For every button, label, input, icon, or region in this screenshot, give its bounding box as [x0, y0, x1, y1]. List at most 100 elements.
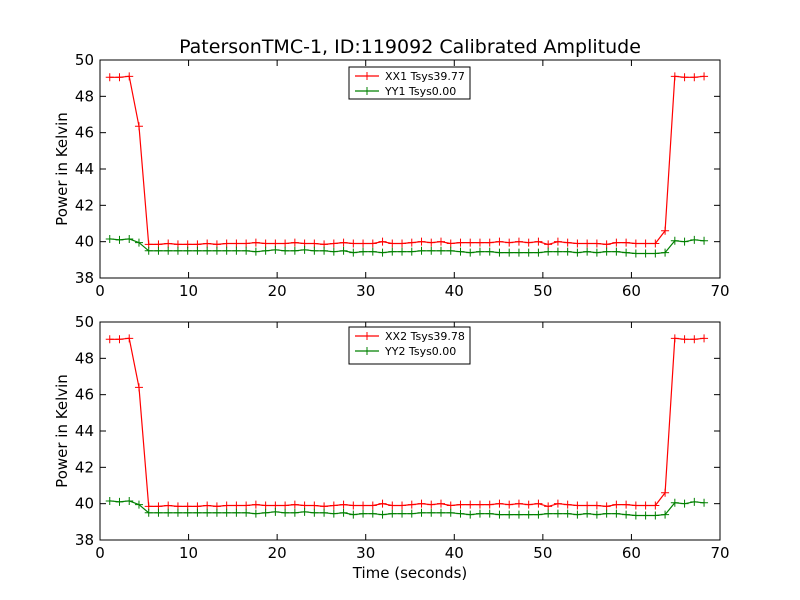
data-point	[661, 488, 670, 497]
x-tick-label: 20	[268, 544, 287, 562]
data-point	[134, 383, 143, 392]
data-point	[631, 511, 640, 520]
legend-label: YY1 Tsys0.00	[384, 85, 456, 98]
data-point	[115, 73, 124, 82]
data-point	[164, 508, 173, 517]
data-point	[651, 501, 660, 510]
data-point	[329, 247, 338, 256]
data-point	[407, 509, 416, 518]
legend-marker	[363, 332, 371, 340]
data-point	[631, 501, 640, 510]
data-point	[592, 248, 601, 257]
data-point	[534, 510, 543, 519]
data-point	[310, 508, 319, 517]
data-point	[329, 501, 338, 510]
data-point	[290, 500, 299, 509]
data-point	[661, 248, 670, 257]
data-point	[680, 73, 689, 82]
x-tick-label: 30	[356, 282, 375, 300]
data-point	[125, 334, 134, 343]
y-tick-label: 46	[75, 124, 94, 142]
data-point	[466, 238, 475, 247]
data-point	[651, 249, 660, 258]
data-point	[388, 501, 397, 510]
data-point	[553, 509, 562, 518]
data-point	[407, 238, 416, 247]
data-point	[544, 247, 553, 256]
data-point	[125, 72, 134, 81]
data-point	[398, 501, 407, 510]
data-point	[700, 498, 709, 507]
data-point	[485, 500, 494, 509]
data-point	[583, 501, 592, 510]
data-point	[661, 510, 670, 519]
legend-label: YY2 Tsys0.00	[384, 345, 456, 358]
data-point	[427, 238, 436, 247]
data-point	[232, 239, 241, 248]
data-point	[514, 248, 523, 257]
y-tick-label: 40	[75, 233, 94, 251]
data-point	[203, 239, 212, 248]
x-tick-label: 50	[533, 282, 552, 300]
x-tick-label: 70	[710, 282, 729, 300]
data-point	[349, 510, 358, 519]
data-point	[388, 239, 397, 248]
x-tick-label: 10	[179, 282, 198, 300]
data-point	[563, 238, 572, 247]
data-point	[534, 499, 543, 508]
data-point	[339, 238, 348, 247]
data-point	[271, 507, 280, 516]
data-point	[475, 500, 484, 509]
data-point	[456, 247, 465, 256]
y-tick-label: 40	[75, 495, 94, 513]
data-point	[680, 335, 689, 344]
data-point	[485, 509, 494, 518]
data-point	[368, 501, 377, 510]
legend-marker	[363, 87, 371, 95]
y-tick-label: 42	[75, 458, 94, 476]
data-point	[407, 500, 416, 509]
legend-marker	[363, 72, 371, 80]
data-point	[300, 507, 309, 516]
data-point	[242, 246, 251, 255]
data-point	[524, 500, 533, 509]
data-point	[690, 235, 699, 244]
data-point	[222, 508, 231, 517]
x-tick-label: 10	[179, 544, 198, 562]
data-point	[154, 246, 163, 255]
x-tick-label: 0	[95, 544, 105, 562]
data-point	[310, 239, 319, 248]
data-point	[378, 237, 387, 246]
data-point	[485, 247, 494, 256]
data-point	[505, 238, 514, 247]
data-point	[359, 509, 368, 518]
data-point	[105, 234, 114, 243]
data-point	[329, 509, 338, 518]
data-point	[583, 509, 592, 518]
data-point	[134, 500, 143, 509]
data-point	[680, 499, 689, 508]
data-point	[622, 248, 631, 257]
data-point	[427, 246, 436, 255]
data-point	[534, 237, 543, 246]
data-point	[641, 501, 650, 510]
data-point	[475, 238, 484, 247]
data-point	[232, 508, 241, 517]
data-point	[670, 72, 679, 81]
data-point	[466, 500, 475, 509]
data-point	[242, 508, 251, 517]
data-point	[398, 239, 407, 248]
data-point	[115, 497, 124, 506]
data-point	[544, 502, 553, 511]
data-point	[495, 510, 504, 519]
data-point	[524, 248, 533, 257]
data-point	[505, 510, 514, 519]
legend-marker	[363, 347, 371, 355]
data-point	[417, 237, 426, 246]
data-point	[398, 247, 407, 256]
data-point	[290, 508, 299, 517]
data-point	[339, 508, 348, 517]
data-point	[700, 236, 709, 245]
x-tick-label: 50	[533, 544, 552, 562]
y-tick-label: 46	[75, 386, 94, 404]
